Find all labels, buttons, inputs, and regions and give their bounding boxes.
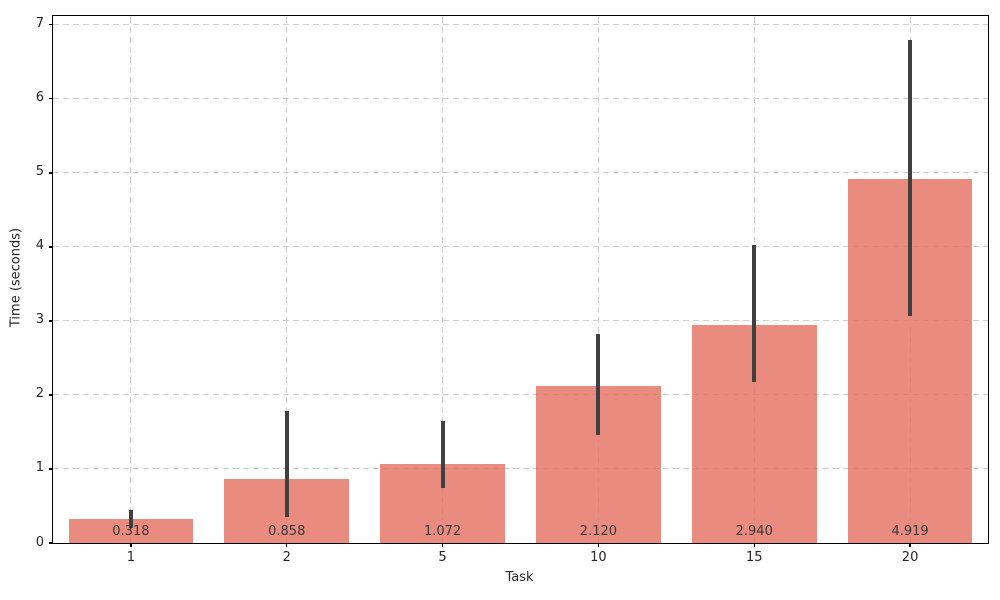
y-axis-tick	[49, 172, 53, 174]
bar-value-label: 4.919	[891, 524, 929, 539]
x-tick-label: 10	[590, 550, 607, 565]
bar-value-label: 0.858	[268, 524, 306, 539]
y-axis-tick	[49, 468, 53, 470]
x-tick-label: 2	[282, 550, 291, 565]
x-axis-tick	[909, 543, 911, 547]
error-bar	[596, 334, 601, 435]
error-bar	[752, 245, 757, 382]
error-bar	[440, 420, 445, 489]
y-axis-label: Time (seconds)	[8, 227, 24, 328]
x-axis-tick	[597, 543, 599, 547]
error-bar	[128, 510, 133, 529]
gridline-vertical	[442, 16, 444, 543]
error-bar	[284, 411, 289, 518]
gridline-vertical	[597, 16, 599, 543]
gridline-horizontal	[53, 24, 988, 26]
gridline-horizontal	[53, 320, 988, 322]
x-axis-tick	[286, 543, 288, 547]
y-tick-label: 5	[35, 164, 44, 180]
y-tick-label: 2	[35, 386, 44, 402]
x-tick-label: 5	[438, 550, 447, 565]
y-tick-label: 1	[35, 460, 44, 476]
y-axis-tick	[49, 542, 53, 544]
x-axis-tick	[753, 543, 755, 547]
gridline-horizontal	[53, 468, 988, 470]
gridline-horizontal	[53, 98, 988, 100]
gridline-horizontal	[53, 172, 988, 174]
x-tick-label: 15	[745, 550, 763, 565]
x-tick-label: 1	[126, 550, 136, 565]
y-tick-label: 4	[35, 238, 44, 254]
bar-value-label: 2.120	[579, 524, 618, 539]
x-tick-label: 20	[901, 550, 919, 565]
y-tick-label: 7	[35, 16, 44, 32]
y-axis-tick	[49, 24, 53, 26]
x-axis-tick	[441, 543, 444, 547]
bar-value-label: 2.940	[735, 524, 773, 539]
y-tick-label: 0	[35, 534, 44, 550]
bar-value-label: 0.318	[112, 524, 150, 539]
error-bar	[908, 39, 913, 316]
x-axis-tick	[130, 543, 132, 547]
y-axis-tick	[49, 394, 53, 396]
y-tick-label: 3	[35, 312, 44, 328]
y-axis-tick	[49, 98, 53, 100]
gridline-horizontal	[53, 246, 988, 248]
gridline-horizontal	[53, 394, 988, 396]
plot-area: 0 1 2 3 4 5 6 7 1 2 5 10 15 20 0.318 0.858 1.072 2.120 2.9…	[36, 15, 989, 565]
y-axis-tick	[49, 320, 53, 322]
y-axis-tick	[49, 246, 53, 248]
bar-value-label: 1.072	[423, 524, 462, 539]
y-tick-label: 6	[35, 90, 44, 106]
gridline-vertical	[130, 16, 132, 543]
gridline-vertical	[286, 16, 288, 543]
bar	[68, 519, 194, 543]
x-axis-label: Task	[505, 570, 534, 585]
